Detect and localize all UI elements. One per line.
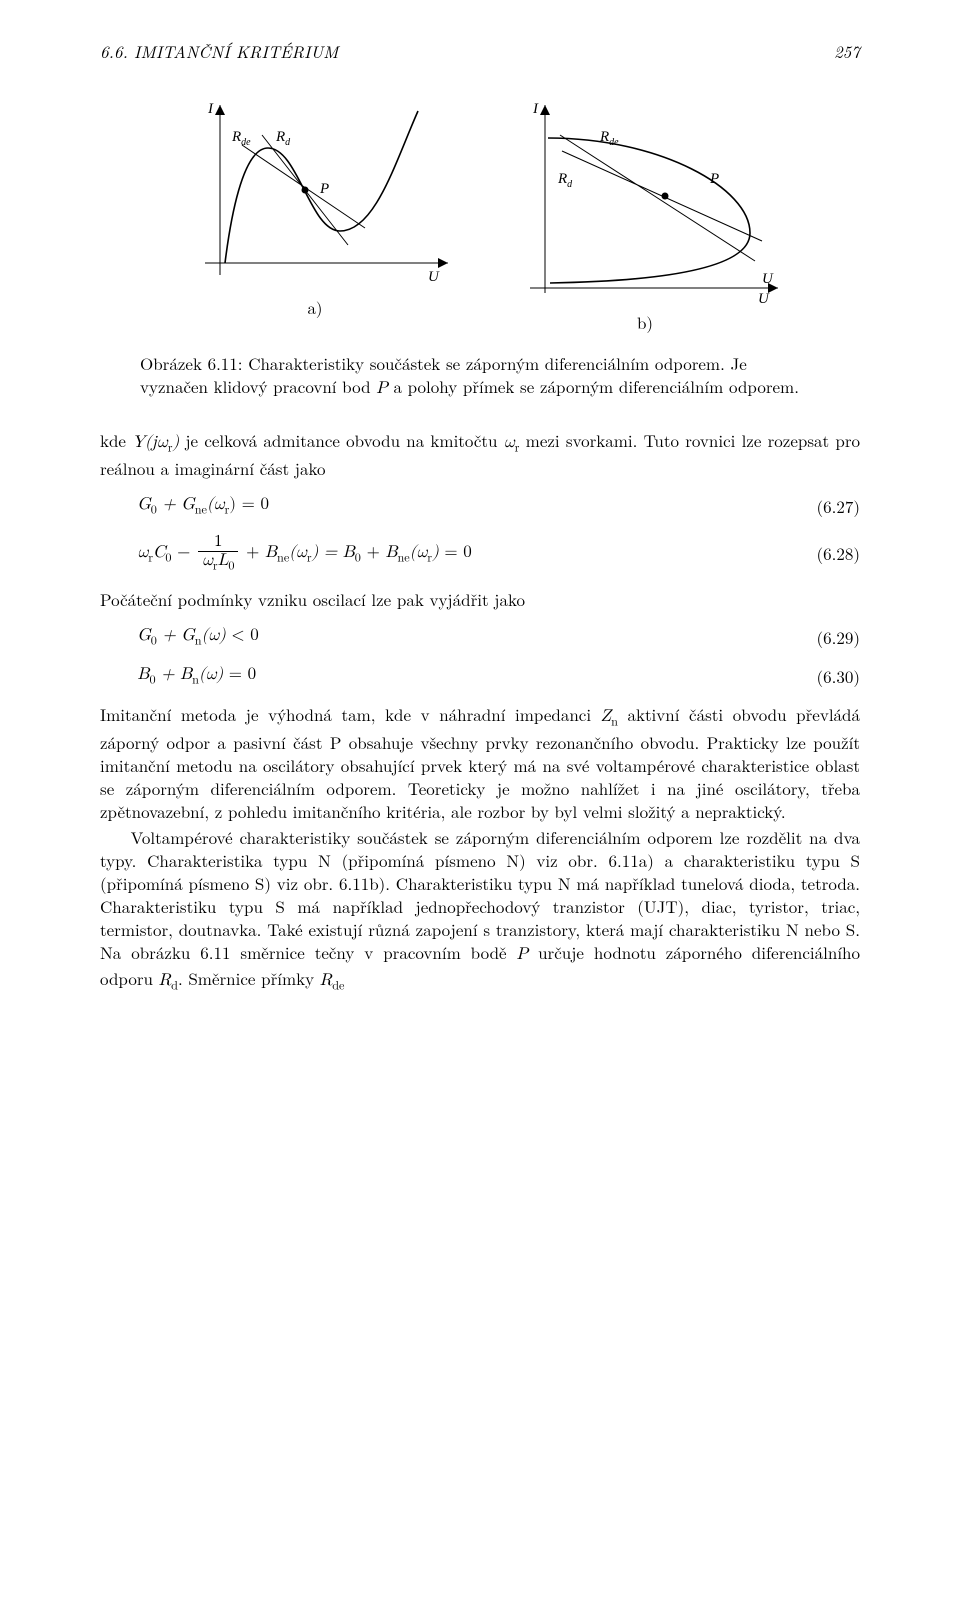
axis-i-label: I	[532, 101, 539, 117]
plot-n-type: I U P Rde Rd	[170, 93, 460, 288]
sublabel-b: b)	[500, 311, 790, 334]
rd-label: Rd	[275, 129, 291, 148]
paragraph-intro: kde Y(jωr) je celková admitance obvodu n…	[100, 429, 860, 480]
equation-6-29: G0 + Gn(ω) < 0 (6.29)	[100, 625, 860, 650]
axis-u-label: U	[758, 291, 770, 303]
eq-num-6-27: (6.27)	[800, 495, 860, 518]
figure-6-11: I U P Rde Rd a) I U	[100, 93, 860, 334]
header-section: 6.6. IMITANČNÍ KRITÉRIUM	[100, 40, 338, 63]
point-p-label: P	[709, 171, 719, 187]
page-header: 6.6. IMITANČNÍ KRITÉRIUM 257	[100, 40, 860, 63]
figure-caption: Obrázek 6.11: Charakteristiky součástek …	[140, 352, 820, 401]
equation-6-30: B0 + Bn(ω) = 0 (6.30)	[100, 664, 860, 689]
plot-s-type: I U U P Rde Rd	[500, 93, 790, 303]
point-p-label: P	[319, 181, 329, 197]
eq-num-6-28: (6.28)	[800, 542, 860, 565]
paragraph-initial-cond: Počáteční podmínky vzniku oscilací lze p…	[100, 588, 860, 611]
sublabel-a: a)	[170, 296, 460, 319]
rde-label: Rde	[599, 129, 619, 148]
paragraph-types: Voltampérové charakteristiky součástek s…	[100, 826, 860, 995]
eq-num-6-30: (6.30)	[800, 665, 860, 688]
paragraph-imitance: Imitanční metoda je výhodná tam, kde v n…	[100, 703, 860, 823]
axis-i-label: I	[207, 101, 214, 117]
equation-6-28: ωrC0 − 1ωrL0 + Bne(ωr) = B0 + Bne(ωr) = …	[100, 533, 860, 575]
eq-num-6-29: (6.29)	[800, 626, 860, 649]
rde-label: Rde	[231, 129, 251, 148]
figure-6-11a: I U P Rde Rd a)	[170, 93, 460, 334]
figure-6-11b: I U U P Rde Rd b)	[500, 93, 790, 334]
equation-6-27: G0 + Gne(ωr) = 0 (6.27)	[100, 494, 860, 519]
axis-u-label: U	[428, 269, 440, 285]
axis-u-label-b: U	[762, 271, 774, 287]
header-page-number: 257	[834, 40, 860, 63]
rd-label: Rd	[557, 171, 573, 190]
